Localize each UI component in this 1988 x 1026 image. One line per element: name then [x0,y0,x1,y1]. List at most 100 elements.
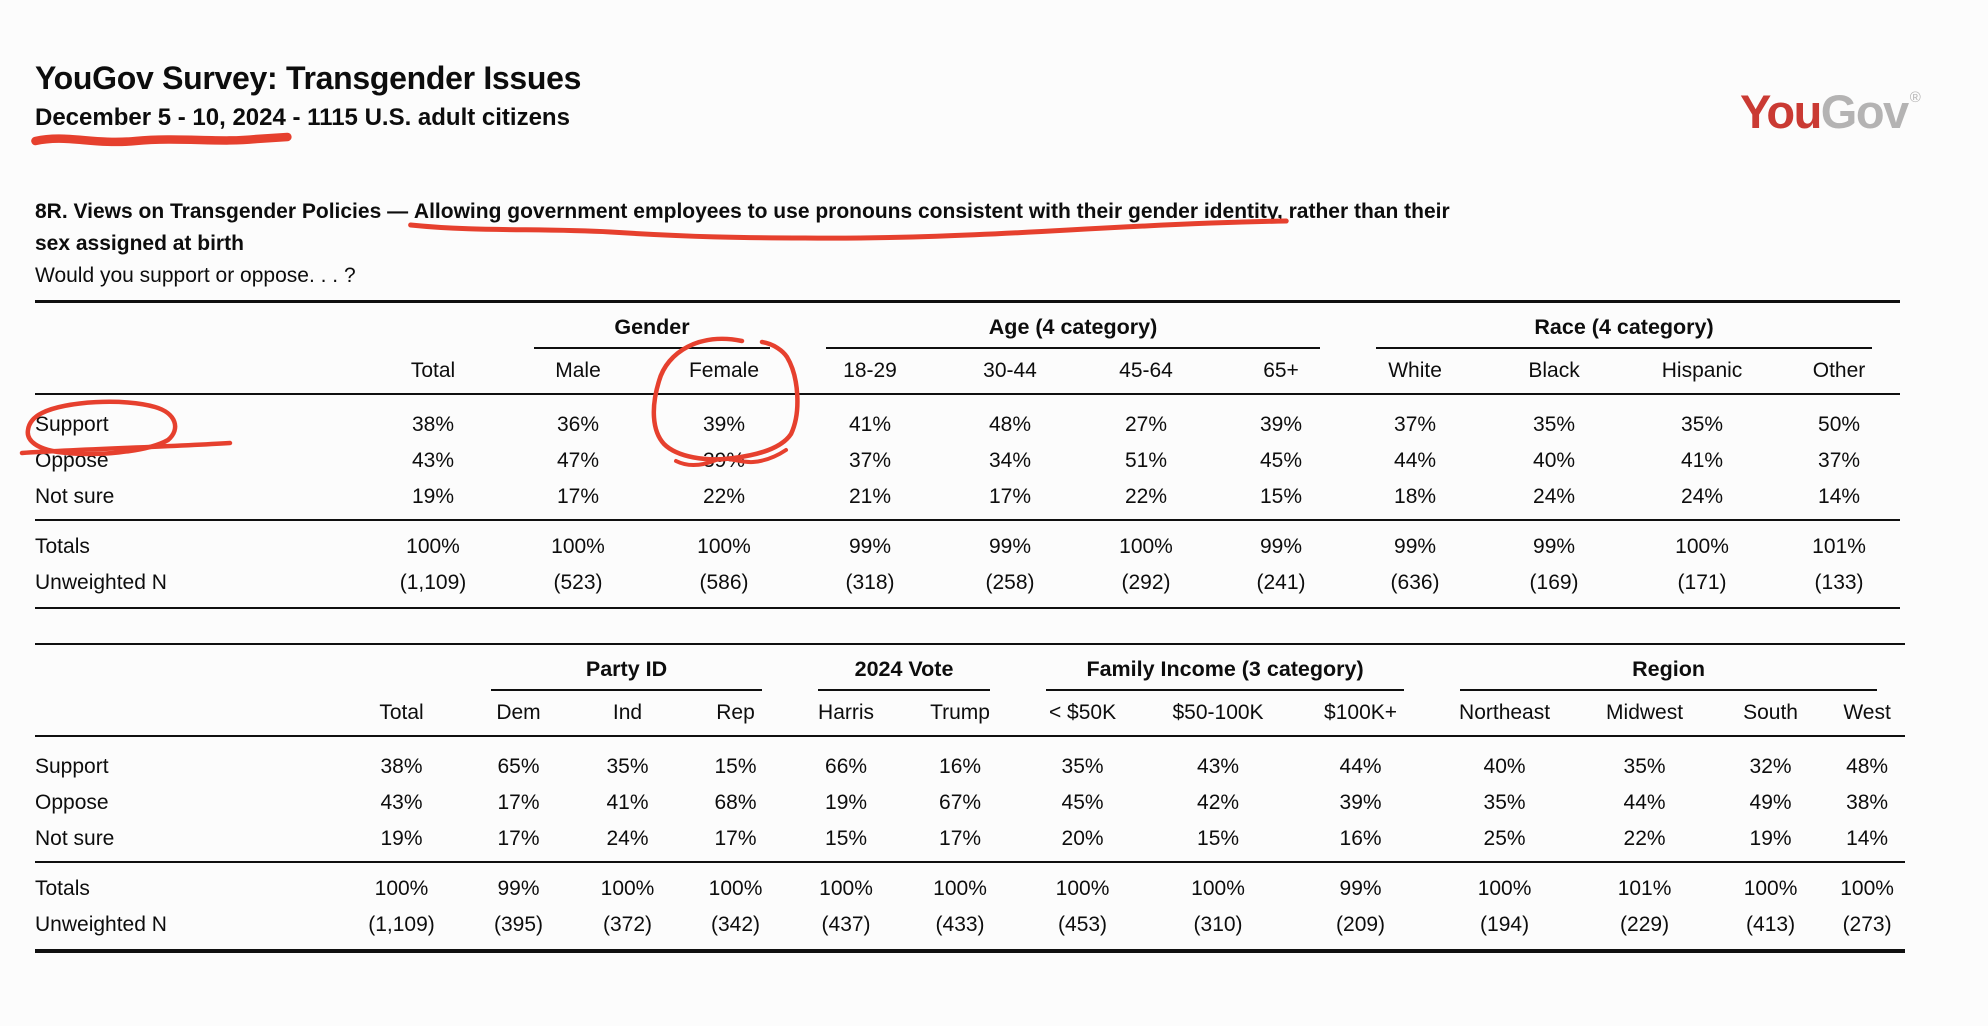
data-cell: 65% [497,755,540,778]
response-rows: Support 38% 36% 39% 41% 48% 27% 39% 37% 35% 35% 50%… [35,394,1900,520]
question-number-prefix: 8R. Views on Transgender Policies — [35,200,414,223]
data-cell: 100% [1432,861,1578,907]
data-cell: 100% [1018,861,1148,907]
data-cell: 100% [1829,861,1906,907]
data-cell: 22% [702,485,746,508]
row-label: Oppose [35,791,109,814]
column-header: Hispanic [1626,349,1779,395]
data-cell: 24% [1533,485,1576,508]
data-cell: 34% [988,449,1032,472]
group-header-label: Age (4 category) [988,315,1158,339]
data-cell: 36% [556,413,600,436]
response-rows: Support 38% 65% 35% 15% 66% 16% 35% 43% 44% 40% 35%… [35,736,1905,862]
data-cell: 35% [1533,413,1576,436]
survey-dates: December 5 - 10, 2024 [35,104,286,131]
data-cell: (342) [711,913,761,936]
group-header-row: Party ID 2024 Vote Family Income (3 catego… [35,644,1905,691]
table-row: Support 38% 36% 39% 41% 48% 27% 39% 37% 35% 35% 50% [35,394,1900,443]
column-header: 45-64 [1078,349,1214,395]
data-cell: 24% [606,827,649,850]
column-header: Trump [902,691,1019,737]
data-cell: 37% [1394,413,1437,436]
column-header: Black [1482,349,1627,395]
data-cell: 99% [1482,519,1627,565]
data-cell: (395) [493,913,544,936]
data-cell: 100% [681,861,791,907]
group-header-label: Party ID [585,657,668,681]
group-header-label: 2024 Vote [854,657,954,681]
data-cell: 99% [798,519,942,565]
data-cell: 100% [650,519,798,565]
data-cell: 38% [380,755,423,778]
data-cell: 15% [714,755,757,778]
group-header: 2024 Vote [790,644,1018,691]
data-cell: 19% [825,791,868,814]
column-header: $50-100K [1147,691,1290,737]
group-header-underline [491,689,763,691]
row-label: Totals [35,861,340,907]
column-header: West [1829,691,1906,737]
data-cell: 41% [848,413,892,436]
data-cell: 16% [939,755,982,778]
column-header: Rep [681,691,791,737]
data-cell: 101% [1577,861,1713,907]
question-block: 8R. Views on Transgender Policies — Allo… [35,196,1450,292]
data-cell: 18% [1394,485,1437,508]
data-cell: (437) [821,913,871,936]
data-cell: 100% [340,861,463,907]
data-cell: 17% [497,791,540,814]
group-header-spacer [35,302,506,350]
row-label: Unweighted N [35,571,167,594]
data-cell: (433) [935,913,985,936]
data-cell: (194) [1480,913,1530,936]
data-cell: 100% [574,861,681,907]
data-cell: 17% [497,827,540,850]
column-header: White [1348,349,1483,395]
table-row: Unweighted N (1,109) (523) (586) (318) (258) (… [35,565,1900,608]
table-row: Oppose 43% 47% 39% 37% 34% 51% 45% 44% 40% 41% 37% [35,443,1900,479]
table-row: Totals 100% 99% 100% 100% 100% 100% 100% 100% 99%… [35,861,1906,907]
group-header-label: Gender [614,315,690,339]
date-underlined-wrap: December 5 - 10, 2024 [35,104,286,132]
data-cell: 39% [1339,791,1382,814]
data-cell: (453) [1058,913,1108,936]
summary-rows: Totals 100% 99% 100% 100% 100% 100% 100% 100% 99%… [35,861,1906,951]
page-subtitle: December 5 - 10, 2024 - 1115 U.S. adult … [35,104,570,132]
data-cell: 35% [1681,413,1724,436]
data-cell: (169) [1529,571,1579,594]
data-cell: 44% [1623,791,1666,814]
group-header-underline [1376,347,1873,349]
data-cell: 68% [714,791,757,814]
group-header-underline [1460,689,1878,691]
data-cell: 45% [1260,449,1303,472]
data-cell: 101% [1778,519,1901,565]
row-label-column-header [35,349,360,395]
column-header: Female [650,349,798,395]
data-cell: 35% [606,755,649,778]
row-label: Oppose [35,449,109,472]
data-cell: 38% [411,413,455,436]
row-label: Support [35,413,109,436]
data-cell: 16% [1339,827,1382,850]
data-cell: 48% [1846,755,1889,778]
data-cell: 100% [360,519,506,565]
data-cell: 24% [1681,485,1724,508]
table-row: Not sure 19% 17% 24% 17% 15% 17% 20% 15% 16% 25% 22… [35,821,1905,862]
data-cell: (209) [1336,913,1386,936]
data-cell: 35% [1483,791,1526,814]
data-cell: 15% [1197,827,1240,850]
data-cell: 41% [606,791,649,814]
data-cell: 43% [380,791,423,814]
data-cell: 37% [848,449,892,472]
data-cell: 47% [556,449,600,472]
logo-gov-text: Gov [1820,85,1909,138]
data-cell: 49% [1749,791,1792,814]
data-cell: 19% [411,485,455,508]
data-cell: 35% [1623,755,1666,778]
data-cell: 44% [1394,449,1437,472]
data-cell: 43% [411,449,455,472]
data-cell: (258) [985,571,1035,594]
column-header: $100K+ [1289,691,1433,737]
group-header-label: Race (4 category) [1534,315,1714,339]
